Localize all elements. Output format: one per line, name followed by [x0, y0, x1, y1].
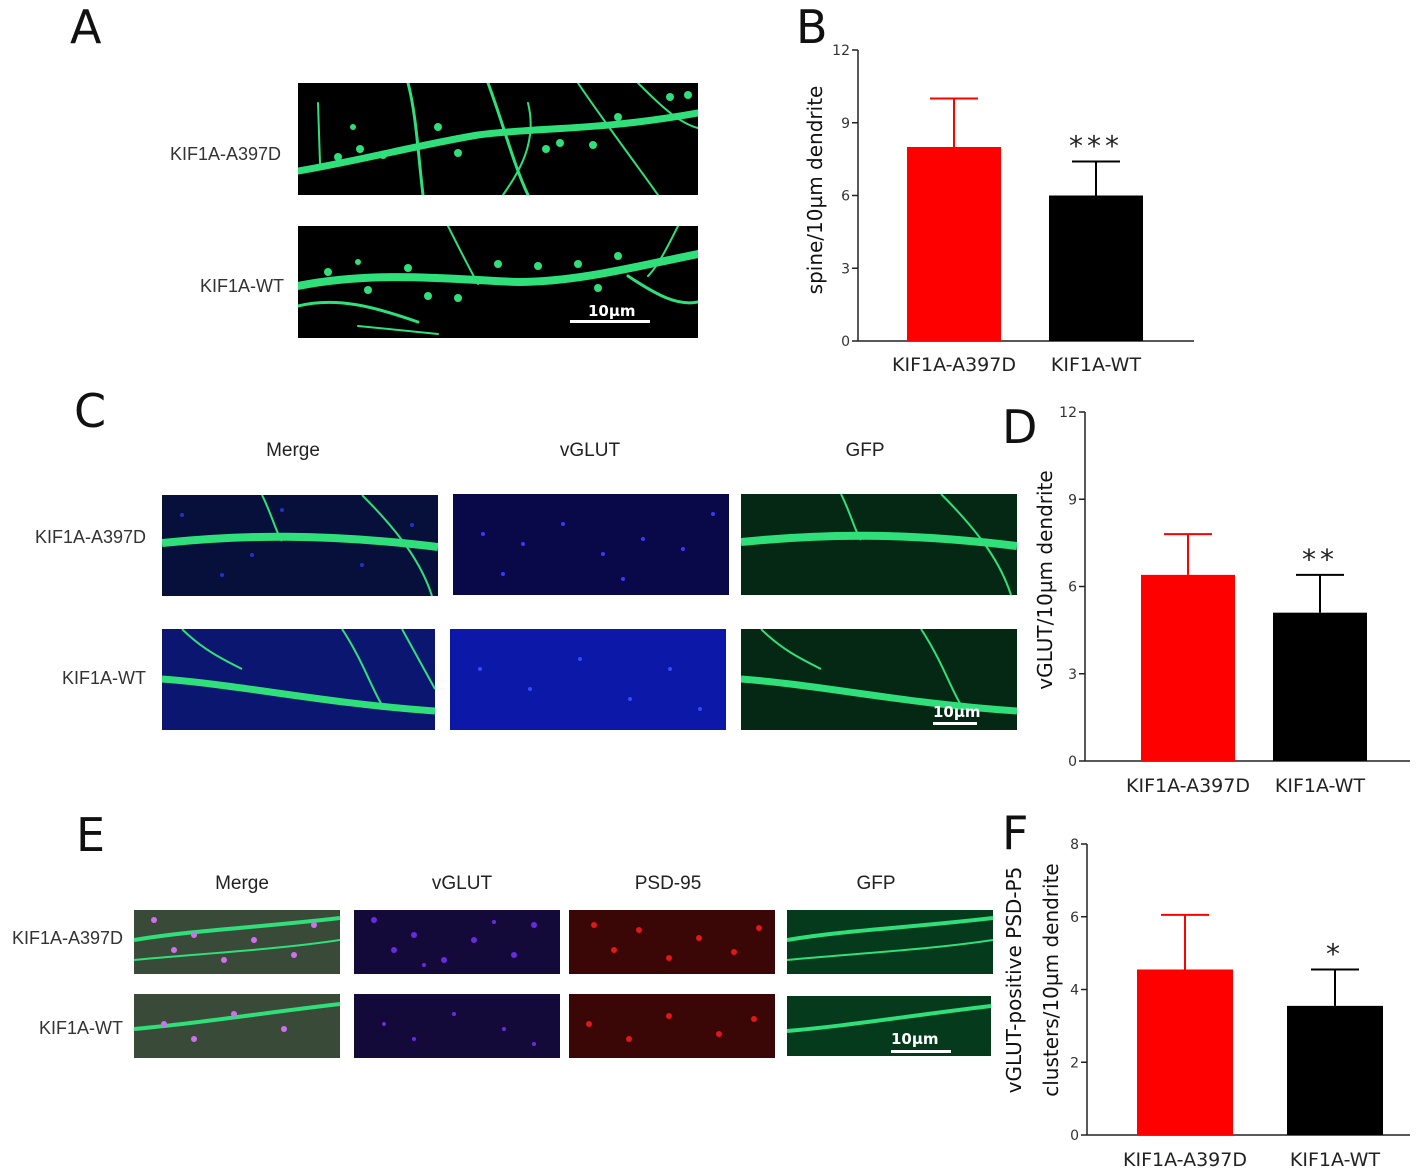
panel-letter-d: D	[1002, 400, 1038, 454]
y-axis-label: vGLUT-positive PSD-P5	[1002, 867, 1026, 1094]
gfp-image-c-wt: 10µm	[741, 629, 1017, 730]
bar	[1287, 1005, 1383, 1135]
bar-chart-f: 0 2 4 6 8 KIF1A-A397D KIF1A-WT * vGLUT-positive …	[1002, 837, 1410, 1168]
y-tick-label: 6	[841, 189, 850, 205]
vglut-image-e-wt	[354, 994, 560, 1058]
significance-marker: *	[1326, 937, 1344, 970]
vglut-image-e-mutant	[354, 910, 560, 974]
bar-chart-b: 0 3 6 9 12 KIF1A-A397D KIF1A-WT *** spine/10µm d…	[803, 43, 1194, 376]
psd95-image-e-mutant	[569, 910, 775, 974]
category-label: KIF1A-A397D	[1123, 1149, 1247, 1168]
bar	[1049, 195, 1143, 341]
panel-letter-f: F	[1002, 806, 1029, 860]
bar	[1137, 969, 1233, 1135]
panel-c-row-label-wt: KIF1A-WT	[62, 668, 146, 688]
merge-image-e-mutant	[134, 910, 340, 974]
bar	[1273, 612, 1367, 761]
category-label: KIF1A-WT	[1290, 1149, 1381, 1168]
y-tick-label: 3	[1068, 667, 1077, 683]
psd95-image-e-wt	[569, 994, 775, 1058]
vglut-image-c-wt	[450, 629, 726, 730]
y-tick-label: 0	[1068, 754, 1077, 770]
panel-a-row-label-wt: KIF1A-WT	[200, 276, 284, 296]
y-tick-label: 9	[1068, 492, 1077, 508]
panel-c-col-vglut: vGLUT	[559, 440, 621, 461]
y-axis-label: spine/10µm dendrite	[803, 86, 827, 295]
y-tick-label: 9	[841, 116, 850, 132]
y-tick-label: 3	[841, 261, 850, 277]
y-tick-label: 0	[1070, 1128, 1079, 1144]
panel-e-col-psd95: PSD-95	[634, 873, 702, 894]
y-tick-label: 12	[1059, 405, 1077, 421]
dendrite-image-a-mutant	[298, 83, 698, 195]
merge-image-c-wt	[162, 629, 435, 730]
significance-marker: ***	[1069, 130, 1123, 163]
category-label: KIF1A-A397D	[1126, 775, 1250, 797]
y-tick-label: 12	[832, 43, 850, 59]
merge-image-e-wt	[134, 994, 340, 1058]
scale-label-a: 10µm	[588, 302, 636, 320]
panel-e-col-vglut: vGLUT	[431, 873, 493, 894]
bar	[907, 147, 1001, 341]
bar	[1141, 574, 1235, 761]
dendrite-image-a-wt: 10µm	[298, 226, 698, 338]
scale-bar-a	[570, 320, 650, 323]
y-axis-label: clusters/10µm dendrite	[1039, 863, 1063, 1097]
panel-letter-c: C	[74, 384, 107, 438]
y-tick-label: 4	[1070, 983, 1079, 999]
y-tick-label: 8	[1070, 837, 1079, 853]
scale-bar-e	[891, 1050, 951, 1053]
merge-image-c-mutant	[162, 495, 438, 596]
scale-bar-c	[933, 722, 977, 725]
panel-letter-a: A	[70, 0, 102, 54]
panel-c-col-gfp: GFP	[845, 440, 885, 461]
y-tick-label: 6	[1068, 580, 1077, 596]
panel-c-col-merge: Merge	[266, 440, 320, 461]
panel-e-col-merge: Merge	[215, 873, 269, 894]
category-label: KIF1A-WT	[1051, 354, 1142, 376]
category-label: KIF1A-WT	[1275, 775, 1366, 797]
panel-a-row-label-mutant: KIF1A-A397D	[170, 144, 282, 164]
y-tick-label: 6	[1070, 910, 1079, 926]
y-axis-label: vGLUT/10µm dendrite	[1033, 470, 1057, 689]
scale-label-e: 10µm	[891, 1030, 939, 1048]
scale-label-c: 10µm	[933, 703, 981, 721]
category-label: KIF1A-A397D	[892, 354, 1016, 376]
y-tick-label: 2	[1070, 1055, 1079, 1071]
y-tick-label: 0	[841, 334, 850, 350]
gfp-image-e-mutant	[787, 910, 993, 974]
gfp-image-e-wt: 10µm	[787, 996, 991, 1056]
panel-letter-e: E	[76, 808, 106, 862]
panel-c-row-label-mutant: KIF1A-A397D	[35, 527, 147, 547]
panel-e-col-gfp: GFP	[856, 873, 896, 894]
gfp-image-c-mutant	[741, 494, 1017, 595]
panel-e-row-label-mutant: KIF1A-A397D	[12, 928, 124, 948]
bar-chart-d: 0 3 6 9 12 KIF1A-A397D KIF1A-WT ** vGLUT/10µm de…	[1033, 405, 1410, 797]
vglut-image-c-mutant	[453, 494, 729, 595]
panel-letter-b: B	[796, 0, 828, 54]
panel-e-row-label-wt: KIF1A-WT	[39, 1018, 123, 1038]
significance-marker: **	[1302, 543, 1338, 576]
